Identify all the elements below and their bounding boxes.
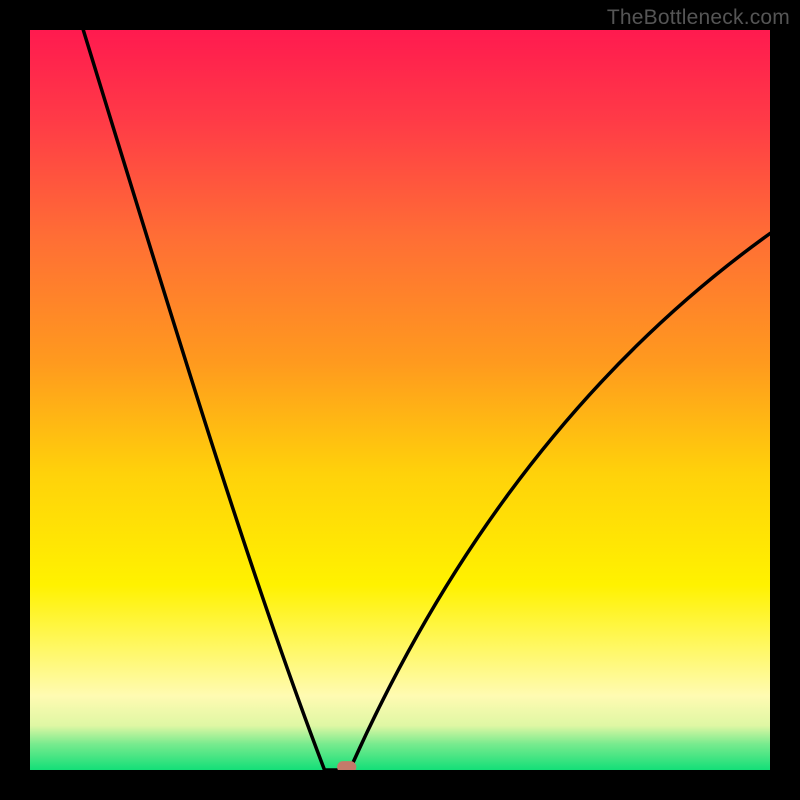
minimum-marker <box>337 761 356 770</box>
bottleneck-chart <box>30 30 770 770</box>
chart-container <box>30 30 770 770</box>
chart-background <box>30 30 770 770</box>
watermark-text: TheBottleneck.com <box>607 6 790 30</box>
